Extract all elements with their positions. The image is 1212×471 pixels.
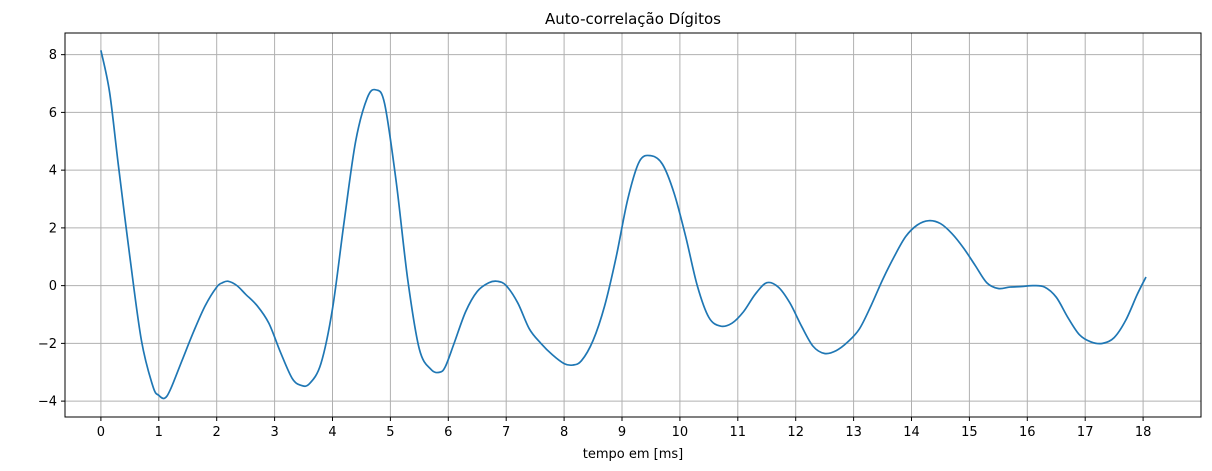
x-axis: 0 1 2 3 4 5 6 7 8 9 10 11 12 13 14 15 16 17 18 — [97, 417, 1152, 440]
y-tick-label: 6 — [49, 106, 57, 121]
chart-title: Auto-correlação Dígitos — [545, 10, 721, 28]
x-tick-label: 6 — [444, 425, 452, 440]
x-tick-label: 15 — [961, 425, 978, 440]
x-tick-label: 5 — [386, 425, 394, 440]
x-tick-label: 18 — [1135, 425, 1152, 440]
x-tick-label: 3 — [270, 425, 278, 440]
x-tick-label: 8 — [560, 425, 568, 440]
y-tick-label: −2 — [38, 337, 57, 352]
x-tick-label: 13 — [845, 425, 862, 440]
x-tick-label: 2 — [213, 425, 221, 440]
x-tick-label: 17 — [1077, 425, 1094, 440]
series-layer — [100, 50, 1147, 400]
y-tick-label: 8 — [49, 48, 57, 63]
plot-area-frame — [64, 32, 1202, 418]
y-axis: −4 −2 0 2 4 6 8 — [38, 48, 65, 410]
x-tick-label: 4 — [328, 425, 336, 440]
x-tick-label: 11 — [730, 425, 747, 440]
x-tick-label: 12 — [787, 425, 804, 440]
y-tick-label: 0 — [49, 279, 57, 294]
x-axis-label: tempo em [ms] — [583, 447, 683, 462]
y-tick-label: −4 — [38, 395, 57, 410]
grid-lines — [65, 33, 1201, 417]
x-tick-label: 1 — [155, 425, 163, 440]
x-tick-label: 9 — [618, 425, 626, 440]
x-tick-label: 7 — [502, 425, 510, 440]
y-tick-label: 2 — [49, 221, 57, 236]
x-tick-label: 0 — [97, 425, 105, 440]
y-tick-label: 4 — [49, 164, 57, 179]
autocorrelation-line — [100, 50, 1147, 400]
x-tick-label: 16 — [1019, 425, 1036, 440]
x-tick-label: 14 — [903, 425, 920, 440]
x-tick-label: 10 — [672, 425, 689, 440]
